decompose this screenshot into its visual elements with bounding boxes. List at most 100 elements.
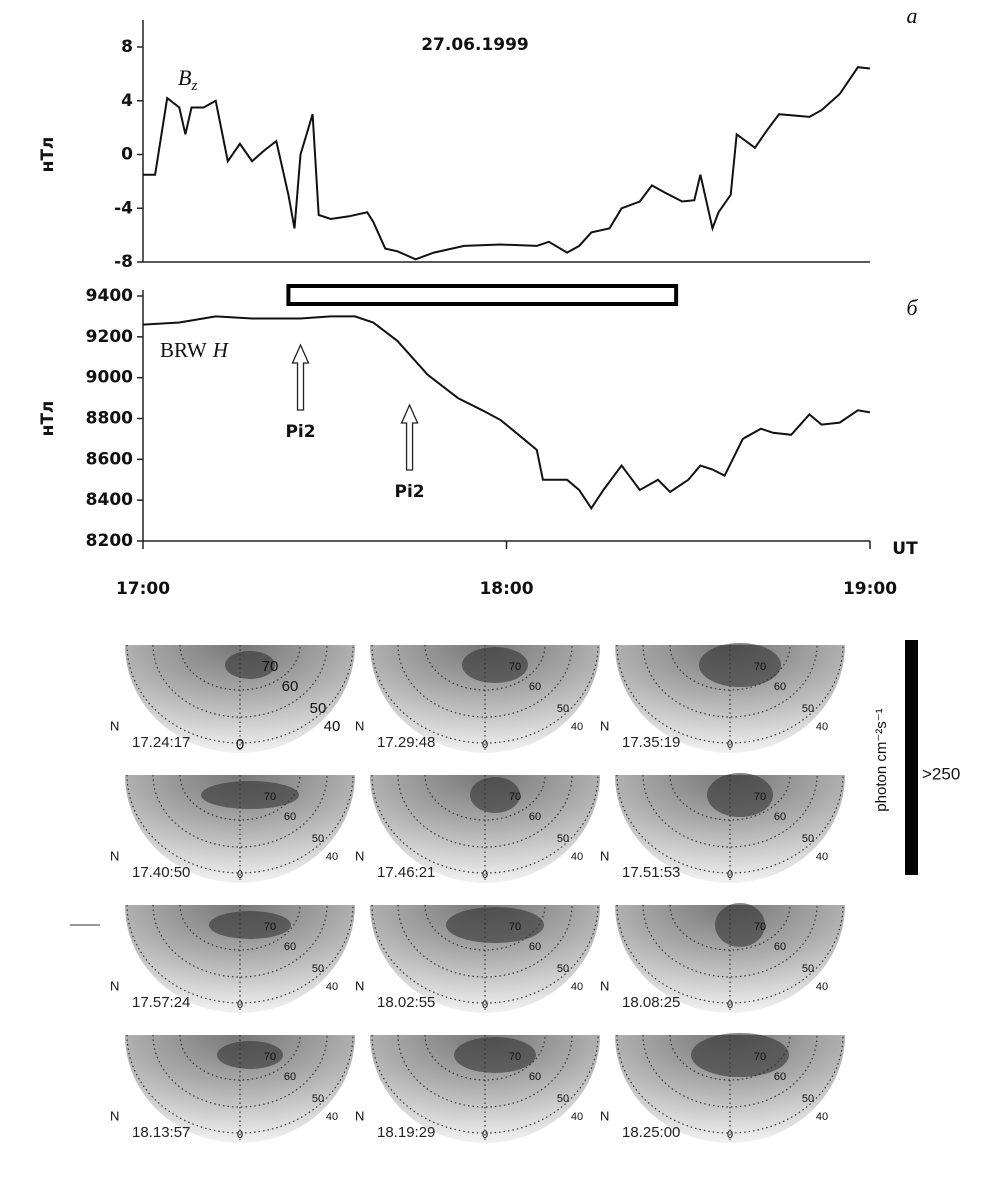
latitude-arc: [669, 1034, 791, 1081]
latitude-label: 50: [312, 1093, 324, 1105]
aurora-blob: [209, 911, 291, 939]
latitude-label: 50: [802, 1093, 814, 1105]
latitude-label: 70: [509, 921, 521, 933]
image-sky: [370, 1035, 600, 1143]
image-sky: [370, 775, 600, 883]
y-tick-label: 8200: [86, 531, 133, 551]
image-time: 17.29:48: [377, 734, 435, 751]
latitude-arc: [616, 644, 844, 744]
latitude-arc: [616, 774, 844, 874]
latitude-label: 70: [509, 791, 521, 803]
pi2-label: Pi2: [395, 482, 425, 502]
aurora-blob: [446, 907, 544, 943]
latitude-label: 60: [529, 811, 541, 823]
y-tick-label: 8: [121, 37, 133, 57]
latitude-label: 60: [529, 681, 541, 693]
latitude-label: 70: [509, 661, 521, 673]
image-time: 18.25:00: [622, 1124, 680, 1141]
latitude-label: 40: [571, 981, 583, 993]
aurora-blob: [470, 777, 520, 813]
image-time: 17.24:17: [132, 734, 190, 751]
image-sky: [370, 905, 600, 1013]
y-tick-label: 9200: [86, 327, 133, 347]
latitude-label: 40: [326, 981, 338, 993]
pi2-arrow: [291, 343, 310, 411]
latitude-label: 40: [571, 721, 583, 733]
latitude-label: 0: [236, 736, 244, 753]
latitude-label: 0: [727, 739, 733, 751]
latitude-arc: [669, 904, 791, 951]
y-tick-label: 0: [121, 145, 133, 165]
latitude-label: 70: [754, 791, 766, 803]
latitude-label: 70: [754, 1051, 766, 1063]
series-label-main: BRW: [160, 338, 207, 362]
latitude-label: 40: [816, 851, 828, 863]
series-label-main: B: [178, 65, 191, 90]
latitude-label: 0: [482, 869, 488, 881]
latitude-arc: [179, 644, 301, 691]
image-time: 18.08:25: [622, 994, 680, 1011]
pi2-arrow: [400, 403, 419, 471]
y-tick-label: 8600: [86, 449, 133, 469]
latitude-label: 0: [727, 999, 733, 1011]
image-time: 18.13:57: [132, 1124, 190, 1141]
latitude-arc: [424, 644, 546, 691]
aurora-blob: [225, 651, 275, 679]
latitude-label: 50: [557, 1093, 569, 1105]
latitude-arc: [616, 904, 844, 1004]
latitude-arc: [424, 774, 546, 821]
series-label-italic: H: [212, 338, 230, 362]
latitude-label: 50: [557, 833, 569, 845]
north-label: N: [600, 848, 609, 863]
image-sky: [370, 645, 600, 753]
latitude-label: 50: [557, 703, 569, 715]
image-sky: [615, 905, 845, 1013]
image-sky: [125, 1035, 355, 1143]
north-label: N: [600, 978, 609, 993]
image-sky: [125, 905, 355, 1013]
latitude-arc: [616, 1034, 844, 1134]
latitude-label: 70: [264, 921, 276, 933]
aurora-blob: [201, 781, 299, 809]
latitude-arc: [424, 904, 546, 951]
latitude-label: 0: [727, 869, 733, 881]
aurora-blob: [454, 1037, 536, 1073]
colorbar-label: photon cm⁻²s⁻¹: [873, 708, 890, 811]
image-time: 18.02:55: [377, 994, 435, 1011]
latitude-label: 40: [326, 1111, 338, 1123]
latitude-arc: [371, 904, 599, 1004]
latitude-label: 0: [237, 869, 243, 881]
north-label: N: [355, 1108, 364, 1123]
latitude-label: 50: [557, 963, 569, 975]
data-line: [142, 315, 871, 511]
aurora-blob: [217, 1041, 283, 1069]
latitude-label: 70: [264, 791, 276, 803]
latitude-arc: [126, 904, 354, 1004]
chart-title: 27.06.1999: [421, 35, 529, 55]
image-sky: [615, 645, 845, 753]
aurora-blob: [691, 1033, 789, 1077]
x-tick-label: 17:00: [116, 579, 170, 599]
latitude-arc: [126, 1034, 354, 1134]
latitude-arc: [424, 1034, 546, 1081]
y-tick-label: -8: [114, 252, 133, 272]
latitude-label: 0: [482, 739, 488, 751]
latitude-label: 50: [310, 700, 327, 717]
latitude-label: 60: [284, 1071, 296, 1083]
x-axis-label: UT: [892, 539, 918, 559]
latitude-label: 40: [571, 1111, 583, 1123]
y-tick-label: 8400: [86, 490, 133, 510]
north-label: N: [110, 848, 119, 863]
latitude-label: 60: [284, 941, 296, 953]
north-label: N: [110, 978, 119, 993]
y-tick-label: -4: [114, 198, 133, 218]
latitude-arc: [179, 774, 301, 821]
latitude-arc: [126, 644, 354, 744]
